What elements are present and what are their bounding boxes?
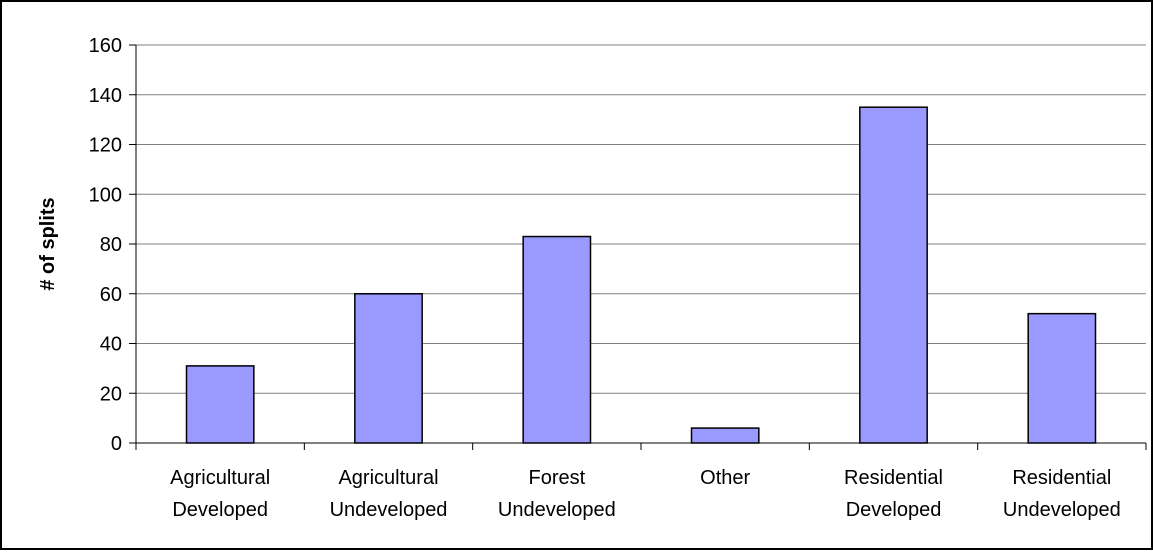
y-tick-label: 60	[100, 284, 122, 306]
x-tick-label: Developed	[172, 499, 268, 521]
y-tick-label: 160	[89, 35, 122, 57]
axes	[129, 44, 1147, 450]
x-tick-label: Agricultural	[170, 467, 270, 489]
x-tick-label: Undeveloped	[1003, 499, 1121, 521]
x-tick-label: Undeveloped	[330, 499, 448, 521]
x-tick-label: Forest	[528, 467, 585, 489]
y-tick-label: 40	[100, 334, 122, 356]
bar	[690, 427, 760, 444]
y-tick-label: 140	[89, 85, 122, 107]
y-tick-label: 80	[100, 234, 122, 256]
y-tick-label: 20	[100, 383, 122, 405]
bar	[859, 106, 928, 444]
x-tick-label: Other	[700, 467, 750, 489]
bar	[185, 365, 255, 444]
bars	[185, 106, 1097, 444]
y-tick-labels: 0 20 40 60 80 100 120 140 160	[89, 35, 122, 455]
x-tick-label: Agricultural	[338, 467, 438, 489]
x-tick-label: Undeveloped	[498, 499, 616, 521]
x-tick-label: Residential	[1012, 467, 1111, 489]
y-tick-label: 0	[111, 433, 122, 455]
x-tick-labels: Agricultural Developed Agricultural Undevel…	[170, 467, 1121, 521]
y-axis-label: # of splits	[37, 197, 59, 290]
y-tick-label: 100	[89, 184, 122, 206]
bar	[522, 235, 592, 444]
y-tick-label: 120	[89, 135, 122, 157]
x-tick-label: Residential	[844, 467, 943, 489]
bar	[354, 293, 423, 444]
x-tick-label: Developed	[846, 499, 942, 521]
bar	[1027, 312, 1097, 444]
gridlines	[136, 44, 1146, 394]
